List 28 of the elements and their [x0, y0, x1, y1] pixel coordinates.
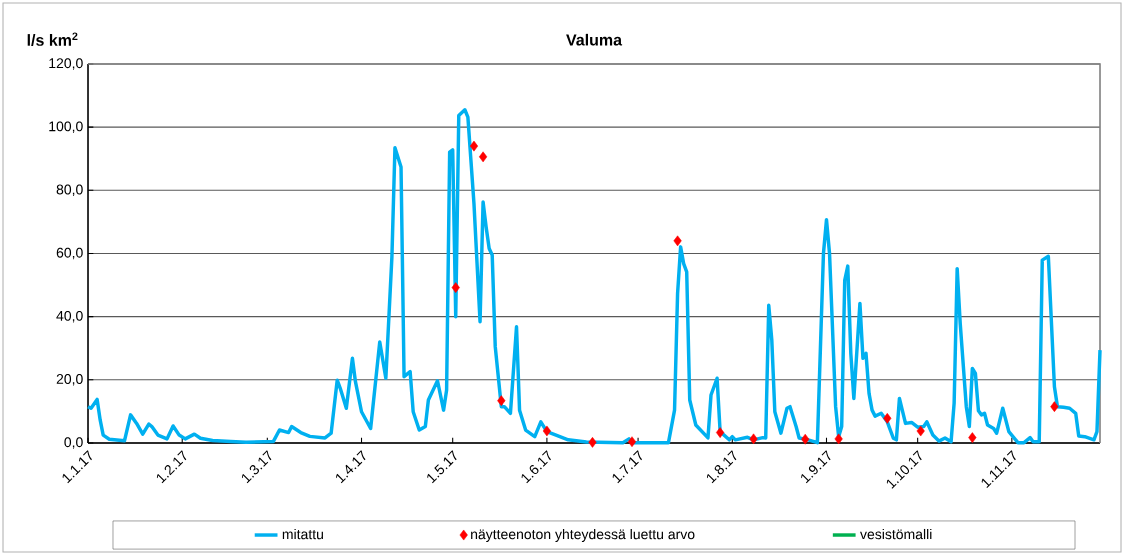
y-tick-label: 80,0	[56, 184, 83, 197]
legend-label: mitattu	[282, 528, 323, 540]
y-tick-label: 40,0	[56, 310, 83, 323]
point	[451, 282, 460, 293]
point	[542, 425, 551, 437]
point	[716, 427, 725, 438]
point	[588, 437, 597, 448]
y-tick-label: 100,0	[49, 121, 83, 133]
point	[916, 425, 925, 437]
legend-label: vesistömalli	[860, 528, 932, 540]
chart-title: Valuma	[566, 33, 623, 46]
point	[673, 235, 682, 247]
point	[497, 395, 506, 406]
y-tick-label: 60,0	[56, 247, 83, 260]
y-tick-label: 20,0	[56, 374, 83, 386]
point	[834, 433, 843, 445]
y-tick-label: 0,0	[64, 437, 83, 449]
point	[627, 436, 637, 448]
point	[801, 433, 810, 445]
point	[1050, 401, 1059, 412]
y-tick-label: 120,0	[49, 58, 83, 70]
legend-label: näytteenoton yhteydessä luettu arvo	[471, 528, 695, 542]
point	[749, 433, 758, 445]
y-axis-title: l/s km$^{2}$	[27, 32, 78, 46]
point	[968, 432, 977, 443]
point	[479, 151, 488, 163]
point	[469, 140, 479, 152]
point	[883, 413, 892, 424]
